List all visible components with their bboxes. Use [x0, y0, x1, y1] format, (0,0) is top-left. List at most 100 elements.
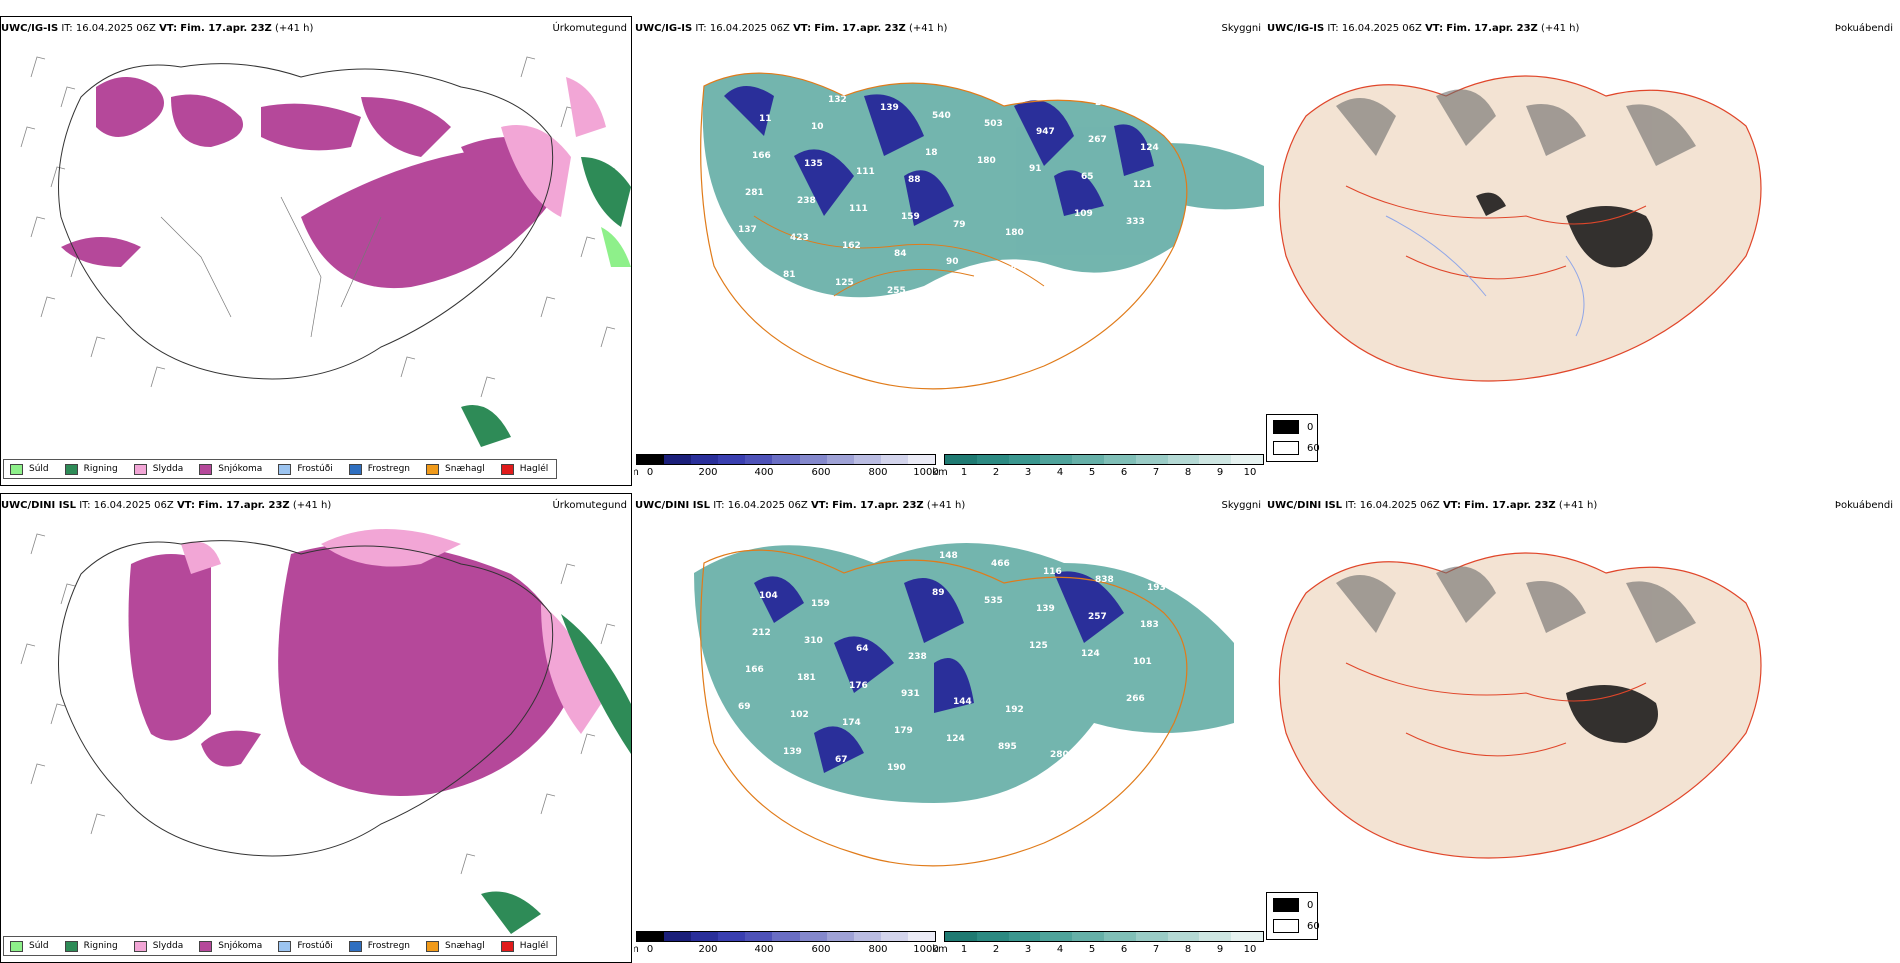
- precip-panel-top: Súld Rigning Slydda Snjókoma Frostúði Fr…: [0, 16, 632, 486]
- tick: 200: [698, 467, 718, 478]
- cloud-height-label: 55: [1050, 273, 1063, 283]
- cloud-height-label: 90: [946, 257, 959, 267]
- cloud-height-label: 137: [738, 225, 757, 235]
- sleet-areas: [501, 77, 606, 217]
- colorbar-segment: [772, 932, 800, 941]
- legend-item: Haglél: [500, 463, 549, 475]
- colorbar-segment: [637, 932, 665, 941]
- precip-panel-bottom: Súld Rigning Slydda Snjókoma Frostúði Fr…: [0, 493, 632, 963]
- tick: 600: [811, 467, 831, 478]
- colorbar-segment: [826, 455, 854, 464]
- cloud-height-label: 144: [953, 697, 972, 707]
- legend-swatch: [64, 463, 78, 475]
- it-value: 16.04.2025 06Z: [709, 23, 790, 34]
- cloud-height-label: 166: [752, 151, 771, 161]
- cloud-height-label: 124: [1140, 143, 1159, 153]
- it-label: IT:: [695, 23, 707, 34]
- cloud-height-label: 116: [1043, 567, 1062, 577]
- precip-legend-top: Súld Rigning Slydda Snjókoma Frostúði Fr…: [3, 459, 558, 479]
- colorbar-segment: [1231, 455, 1263, 464]
- cloud-height-label: 11: [759, 114, 772, 124]
- vt-value: Fim. 17.apr. 23Z: [832, 500, 924, 511]
- fog-map-svg: [1278, 75, 1762, 382]
- it-value: 16.04.2025 06Z: [727, 500, 808, 511]
- cloud-labels: 9510881808211111795596135159358205166111…: [714, 69, 1160, 296]
- roads: [1345, 185, 1647, 280]
- cloud-map-svg: 213 159 238 192 25 104 64 144 280 193 310 931 895 838…: [694, 543, 1234, 867]
- cloud-height-label: 838: [1095, 575, 1114, 585]
- precip-map-svg: [20, 529, 631, 934]
- cloud-labels: 213 159 238 192 25 104 64 144 280 193 310 931 895 838…: [714, 546, 1166, 773]
- fog-swatch: [1273, 898, 1299, 912]
- colorbar-segment: [880, 455, 908, 464]
- coastline: [58, 63, 554, 380]
- colorbar-segment: [1040, 932, 1073, 941]
- height-ticks: m 0 200 400 600 800 1000: [634, 944, 939, 958]
- cloud-map-bottom[interactable]: 213 159 238 192 25 104 64 144 280 193 310 931 895 838…: [634, 493, 1266, 963]
- cloud-height-label: 213: [714, 546, 733, 556]
- cloud-height-label: 102: [790, 710, 809, 720]
- cloud-height-label: 266: [1126, 694, 1145, 704]
- cloud-height-label: 180: [1005, 228, 1024, 238]
- snow-areas: [61, 77, 561, 289]
- fog-legend-row: 0: [1273, 898, 1313, 912]
- cloud-base-areas: [754, 571, 1124, 773]
- tick: 7: [1152, 467, 1160, 478]
- legend-swatch: [500, 463, 514, 475]
- cloud-height-label: 25: [1102, 758, 1115, 768]
- precip-map-top[interactable]: Súld Rigning Slydda Snjókoma Frostúði Fr…: [0, 16, 632, 486]
- cloud-height-label: 132: [828, 95, 847, 105]
- cloud-height-label: 139: [880, 103, 899, 113]
- it-value: 16.04.2025 06Z: [75, 23, 156, 34]
- precip-map-bottom[interactable]: Súld Rigning Slydda Snjókoma Frostúði Fr…: [0, 493, 632, 963]
- tick: 0: [646, 467, 654, 478]
- roads: [1345, 662, 1647, 757]
- panel-header: UWC/IG-IS IT: 16.04.2025 06Z VT: Fim. 17…: [1267, 22, 1897, 36]
- fog-swatch: [1273, 441, 1299, 455]
- cloud-map-top[interactable]: 95 10 88 180 82 11 111 79 55 96 135 159 358 205 166 111…: [634, 16, 1266, 486]
- cloud-height-label: 148: [939, 551, 958, 561]
- tick: 9: [1216, 467, 1224, 478]
- roads: [160, 196, 382, 338]
- legend-label: Haglél: [519, 464, 549, 474]
- cloud-height-label: 112: [991, 82, 1010, 92]
- cloud-height-label: 540: [932, 111, 951, 121]
- cloud-height-label: 139: [783, 747, 802, 757]
- height-unit: m: [634, 467, 639, 478]
- cloud-height-label: 67: [835, 755, 848, 765]
- cloud-height-label: 280: [1050, 750, 1069, 760]
- colorbar-segment: [853, 455, 881, 464]
- lead-time: (+41 h): [1541, 23, 1580, 34]
- legend-swatch: [10, 463, 23, 475]
- lead-time: (+41 h): [275, 23, 314, 34]
- colorbar-segment: [745, 932, 773, 941]
- it-label: IT:: [79, 500, 91, 511]
- panel-title: Úrkomutegund: [552, 23, 627, 34]
- cloud-map-svg: 9510881808211111795596135159358205166111…: [700, 69, 1264, 390]
- orange-roads: [700, 72, 1188, 390]
- model-name: UWC/DINI ISL: [1267, 500, 1343, 511]
- cloud-height-label: 79: [953, 220, 966, 230]
- cloud-height-label: 135: [804, 159, 823, 169]
- it-label: IT:: [713, 500, 725, 511]
- cloud-height-label: 180: [977, 156, 996, 166]
- cloud-height-label: 423: [790, 233, 809, 243]
- cloud-height-label: 190: [887, 763, 906, 773]
- cloud-height-label: 84: [894, 249, 907, 259]
- legend-swatch: [278, 463, 292, 475]
- cloud-panel-top: 95 10 88 180 82 11 111 79 55 96 135 159 358 205 166 111…: [634, 16, 1266, 486]
- colorbar-segment: [1135, 455, 1168, 464]
- fog-map-top[interactable]: [1266, 16, 1898, 486]
- legend-label: Frostregn: [367, 464, 411, 474]
- cloud-height-label: 181: [797, 673, 816, 683]
- vt-value: Fim. 17.apr. 23Z: [180, 23, 272, 34]
- it-value: 16.04.2025 06Z: [1359, 500, 1440, 511]
- cloud-height-label: 192: [1005, 705, 1024, 715]
- fog-panel-bottom: UWC/DINI ISL IT: 16.04.2025 06Z VT: Fim.…: [1266, 493, 1898, 963]
- fog-map-bottom[interactable]: [1266, 493, 1898, 963]
- cloud-base-areas: [724, 86, 1154, 226]
- visibility-ticks: km 1 2 3 4 5 6 7 8 9 10: [932, 944, 1264, 958]
- vt-label: VT:: [793, 23, 812, 34]
- tick: 8: [1184, 467, 1192, 478]
- cloud-height-label: 125: [835, 278, 854, 288]
